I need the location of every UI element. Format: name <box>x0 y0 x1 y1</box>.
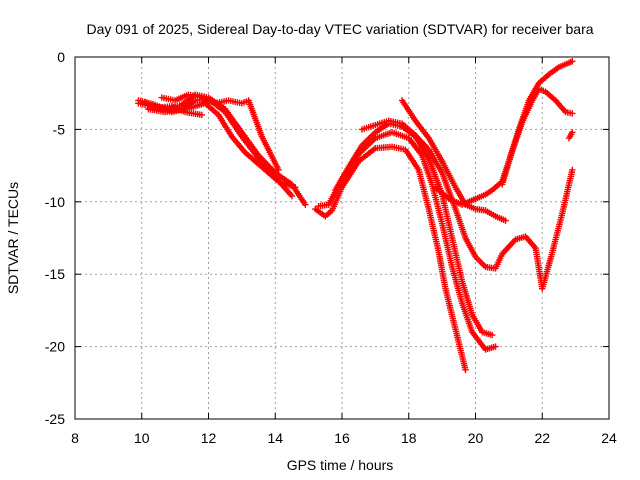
series-group <box>565 129 576 142</box>
y-tick-label: -15 <box>45 266 65 282</box>
series-group <box>158 91 282 174</box>
x-tick-label: 16 <box>334 430 350 446</box>
series-group <box>141 98 206 119</box>
grid <box>75 57 609 419</box>
y-tick-label: -5 <box>53 121 66 137</box>
series-group <box>398 97 509 224</box>
x-tick-label: 22 <box>534 430 550 446</box>
y-tick-label: -20 <box>45 339 65 355</box>
series-markers <box>565 129 576 142</box>
x-tick-label: 8 <box>71 430 79 446</box>
x-axis-ticks: 8 10 12 14 16 18 20 22 24 <box>71 57 617 446</box>
x-tick-label: 12 <box>201 430 217 446</box>
y-tick-label: -10 <box>45 194 65 210</box>
x-tick-label: 18 <box>401 430 417 446</box>
x-axis-label: GPS time / hours <box>287 457 394 473</box>
series-markers <box>332 120 496 339</box>
x-tick-label: 10 <box>134 430 150 446</box>
series-group <box>499 85 576 188</box>
y-tick-label: 0 <box>57 49 65 65</box>
series-group <box>332 120 496 339</box>
y-axis-label: SDTVAR / TECUs <box>5 182 21 294</box>
series-markers <box>499 85 576 188</box>
x-tick-label: 14 <box>267 430 283 446</box>
chart-title: Day 091 of 2025, Sidereal Day-to-day VTE… <box>86 21 593 37</box>
y-tick-label: -25 <box>45 411 65 427</box>
x-tick-label: 24 <box>601 430 617 446</box>
series-group <box>312 143 469 373</box>
data-series <box>135 58 576 373</box>
x-tick-label: 20 <box>468 430 484 446</box>
series-group <box>358 117 576 292</box>
y-axis-ticks: 0 -5 -10 -15 -20 -25 <box>45 49 609 427</box>
series-markers <box>145 95 296 200</box>
series-group <box>145 95 296 200</box>
